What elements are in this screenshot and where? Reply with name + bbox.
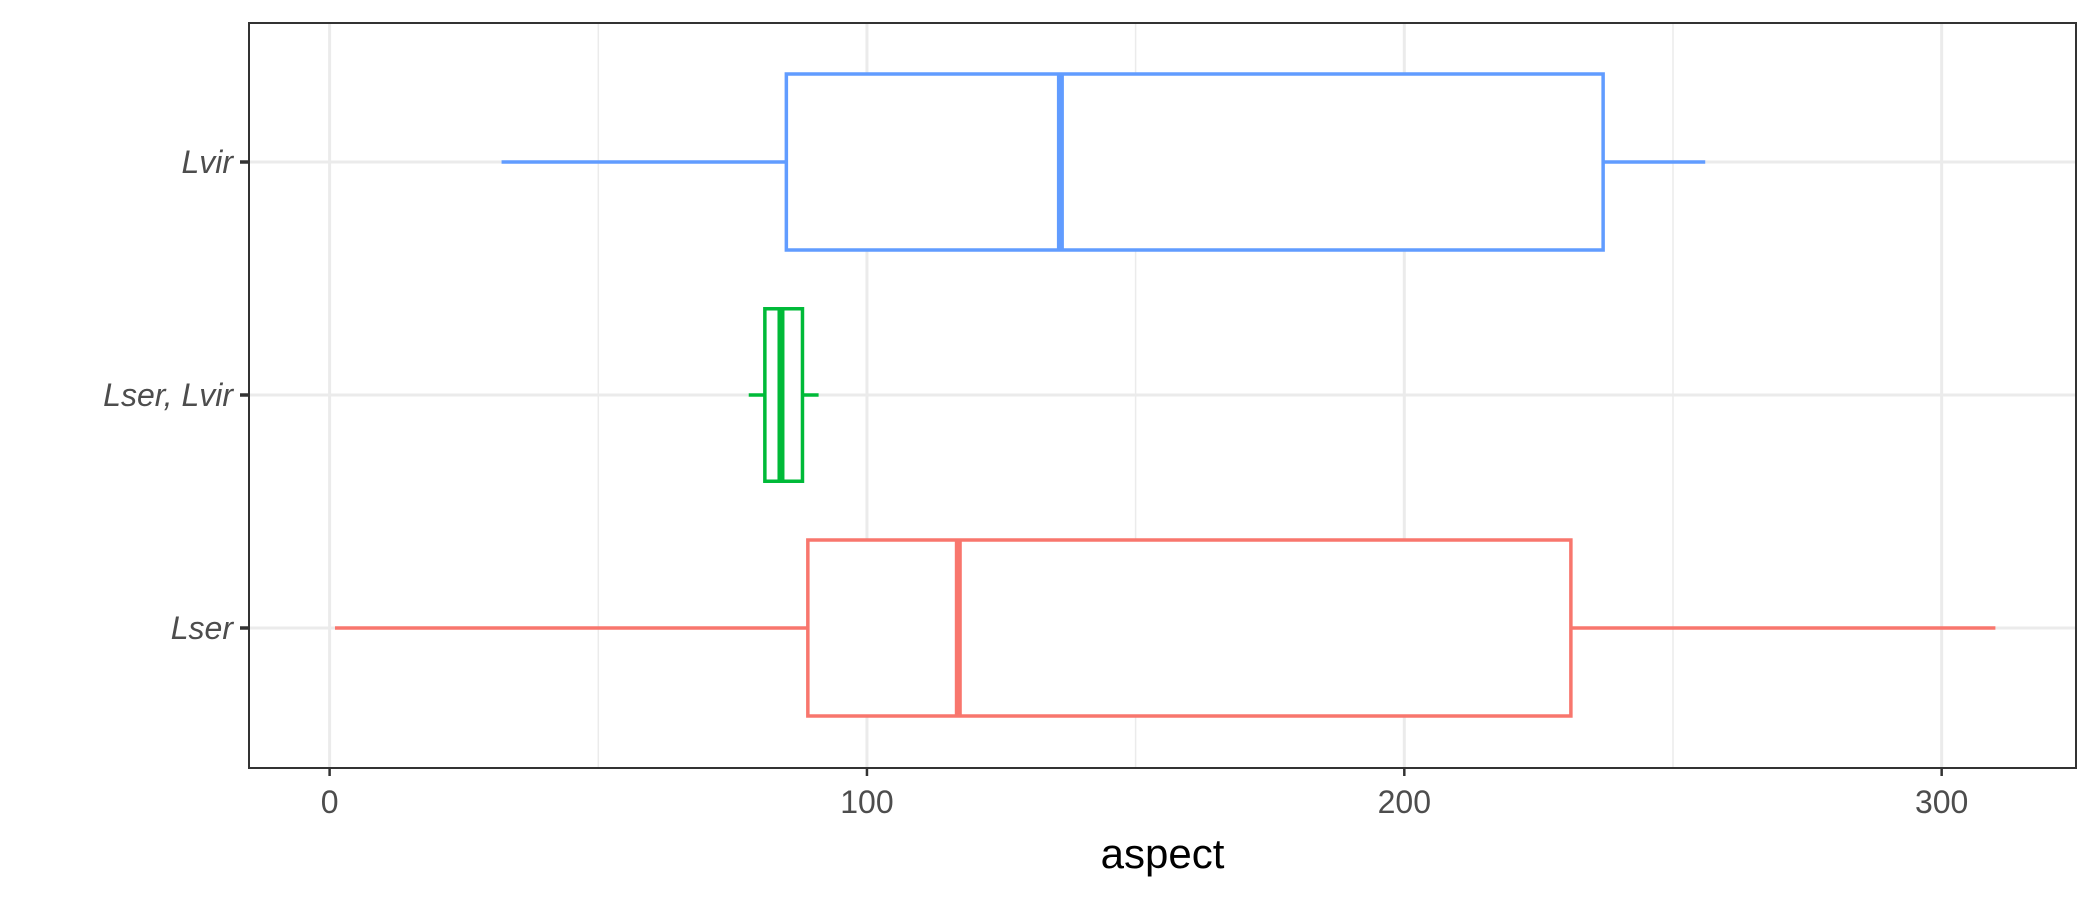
box-lser-lvir [748,307,819,483]
x-tick-label: 200 [1378,784,1431,820]
axes: 0 100 200 300 Lvir Lser, Lvir Lser [103,144,1968,820]
box-lser [334,538,1996,718]
x-axis-title: aspect [1101,830,1225,877]
y-tick-label: Lser [171,610,235,646]
boxes [334,72,1996,718]
x-tick-label: 0 [321,784,339,820]
y-tick-label: Lvir [181,144,234,180]
box-iqr [806,538,1573,718]
box-lvir [501,72,1706,252]
y-tick-label: Lser, Lvir [103,377,234,413]
x-tick-label: 300 [1915,784,1968,820]
x-tick-label: 100 [840,784,893,820]
box-iqr [784,72,1605,252]
